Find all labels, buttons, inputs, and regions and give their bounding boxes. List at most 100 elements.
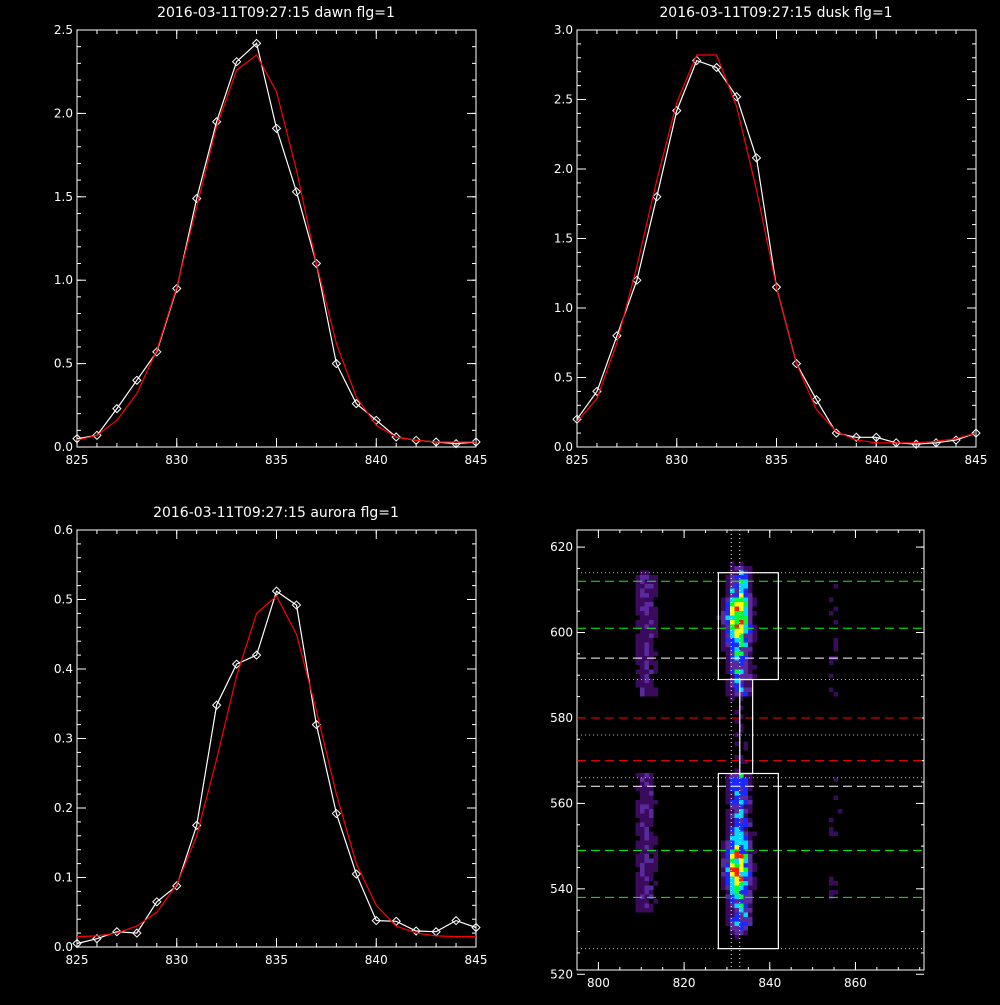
heatmap-cell xyxy=(730,633,735,638)
heatmap-cell xyxy=(640,840,645,845)
heatmap-cell xyxy=(743,935,748,940)
heatmap-cell xyxy=(649,741,654,746)
heatmap-cell xyxy=(631,786,636,791)
heatmap-cell xyxy=(829,858,834,863)
dusk-plot-area: 825 830 835 840 845 0.0 0.5 1.0 1.5 2.0 2.5 3.0 xyxy=(554,23,988,467)
heatmap-cell xyxy=(631,602,636,607)
heatmap-cell xyxy=(748,867,753,872)
heatmap-cell xyxy=(635,890,640,895)
heatmap-cell xyxy=(644,759,649,764)
heatmap-cell xyxy=(824,638,829,643)
heatmap-cell xyxy=(739,755,744,760)
aurora-y-tick-label: 0.1 xyxy=(54,871,73,885)
heatmap-cell xyxy=(824,782,829,787)
heatmap-cell xyxy=(833,867,838,872)
heatmap-cell xyxy=(743,755,748,760)
heatmap-cell xyxy=(721,642,726,647)
aurora-data-point xyxy=(92,933,102,944)
heatmap-cell xyxy=(752,872,757,877)
heatmap-cell xyxy=(743,809,748,814)
heatmap-cell xyxy=(752,863,757,868)
heatmap-cell xyxy=(743,669,748,674)
heatmap-cell xyxy=(734,696,739,701)
heatmap-cell xyxy=(653,809,658,814)
heatmap-cell xyxy=(743,908,748,913)
heatmap-cell xyxy=(743,822,748,827)
heatmap-cell xyxy=(653,683,658,688)
heatmap-cell xyxy=(725,750,730,755)
heatmap-cell xyxy=(640,642,645,647)
heatmap-cell xyxy=(824,849,829,854)
heatmap-cell xyxy=(734,885,739,890)
heatmap-cell xyxy=(725,611,730,616)
heatmap-cell xyxy=(739,615,744,620)
heatmap-cell xyxy=(748,620,753,625)
dawn-data-point xyxy=(72,433,82,444)
dawn-plot-area: 825 830 835 840 845 0.0 0.5 1.0 1.5 2.0 2.5 xyxy=(54,23,488,467)
heatmap-cell xyxy=(739,831,744,836)
heatmap-cell xyxy=(734,854,739,859)
heatmap-cell xyxy=(734,665,739,670)
heatmap-cell xyxy=(653,678,658,683)
heatmap-cell xyxy=(730,845,735,850)
heatmap-cell xyxy=(838,638,843,643)
heatmap-cell xyxy=(653,818,658,823)
heatmap-cell xyxy=(757,633,762,638)
heatmap-cell xyxy=(649,602,654,607)
heatmap-cell xyxy=(739,768,744,773)
heatmap-cell xyxy=(721,827,726,832)
heatmap-cell xyxy=(635,795,640,800)
heatmap-cell xyxy=(734,737,739,742)
heatmap-cell xyxy=(730,858,735,863)
heatmap-cell xyxy=(748,597,753,602)
heatmap-cell xyxy=(833,647,838,652)
heatmap-cell xyxy=(752,921,757,926)
heatmap-cell xyxy=(739,777,744,782)
heatmap-cell xyxy=(743,782,748,787)
dusk-data-point xyxy=(652,192,662,202)
heatmap-cell xyxy=(743,615,748,620)
heatmap-cell xyxy=(824,795,829,800)
heatmap-cell xyxy=(644,584,649,589)
heatmap-cell xyxy=(752,890,757,895)
heatmap-cell xyxy=(635,876,640,881)
heatmap-cell xyxy=(739,903,744,908)
heatmap-cell xyxy=(757,845,762,850)
heatmap-cell xyxy=(725,930,730,935)
heatmap-cell xyxy=(838,818,843,823)
heatmap-cell xyxy=(631,674,636,679)
heatmap-cell xyxy=(842,683,847,688)
heatmap-cell xyxy=(739,683,744,688)
heatmap-cell xyxy=(833,687,838,692)
heatmap-cell xyxy=(721,638,726,643)
heatmap-cell xyxy=(842,813,847,818)
heatmap-cell xyxy=(734,926,739,931)
heatmap-cell xyxy=(838,876,843,881)
heatmap-cell xyxy=(649,782,654,787)
heatmap-cell xyxy=(734,836,739,841)
heatmap-cell xyxy=(842,845,847,850)
heatmap-cell xyxy=(649,881,654,886)
heatmap-cell xyxy=(640,764,645,769)
heatmap-cell xyxy=(734,872,739,877)
heatmap-cell xyxy=(833,638,838,643)
heatmap-cell xyxy=(734,620,739,625)
heatmap-cell xyxy=(752,854,757,859)
heatmap-cell xyxy=(653,827,658,832)
heatmap-cell xyxy=(739,714,744,719)
heatmap-cell xyxy=(743,899,748,904)
heatmap-cell xyxy=(748,930,753,935)
heatmap-cell xyxy=(640,908,645,913)
heatmap-cell xyxy=(734,759,739,764)
heatmap-cell xyxy=(653,638,658,643)
heatmap-cell xyxy=(631,683,636,688)
heatmap-cell xyxy=(748,903,753,908)
heatmap-cell xyxy=(730,624,735,629)
heatmap-cell xyxy=(748,692,753,697)
heatmap-cell xyxy=(739,579,744,584)
heatmap-cell xyxy=(644,629,649,634)
heatmap-cell xyxy=(748,836,753,841)
heatmap-cell xyxy=(734,768,739,773)
heatmap-cell xyxy=(653,624,658,629)
